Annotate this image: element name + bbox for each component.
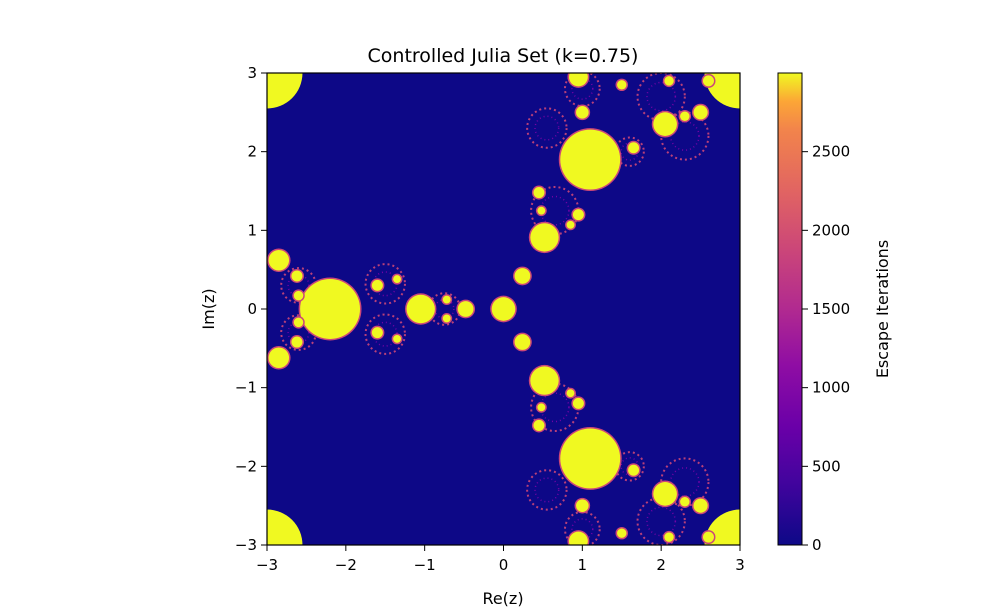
y-tick-label: 0	[247, 300, 257, 318]
set-bulb	[566, 389, 575, 398]
set-bulb	[628, 142, 640, 154]
set-bulb	[533, 187, 545, 199]
set-bulb	[664, 532, 674, 542]
set-bulb	[680, 497, 690, 507]
x-tick-label: −3	[256, 556, 278, 574]
colorbar: 0 500 1000 1500 2000 2500 Escape Iterations	[777, 72, 892, 554]
colorbar-tick-label: 1000	[812, 379, 850, 397]
fringe-filament-inner	[534, 477, 560, 503]
set-bulb	[653, 112, 677, 136]
set-bulb	[560, 428, 621, 489]
y-axis: −3 −2 −1 0 1 2 3	[235, 64, 267, 554]
set-bulb	[568, 73, 588, 87]
set-bulb	[568, 531, 588, 545]
fringe-filament	[526, 107, 568, 149]
chart-title: Controlled Julia Set (k=0.75)	[368, 45, 639, 67]
set-bulb	[537, 206, 546, 215]
colorbar-tick-label: 0	[812, 536, 822, 554]
x-axis: −3 −2 −1 0 1 2 3	[256, 545, 745, 574]
set-bulb	[693, 105, 708, 120]
colorbar-gradient	[777, 72, 803, 546]
colorbar-tick-label: 1500	[812, 300, 850, 318]
x-axis-label: Re(z)	[482, 589, 523, 608]
y-tick-label: 2	[247, 143, 257, 161]
set-bulb	[702, 531, 714, 543]
set-bulb	[530, 366, 559, 395]
fringe-filament	[614, 136, 645, 167]
fringe-filament	[526, 469, 568, 511]
set-bulb	[653, 482, 677, 506]
set-bulb	[293, 290, 304, 301]
y-tick-label: 3	[247, 64, 257, 82]
set-bulb	[572, 397, 584, 409]
set-bulb	[293, 317, 304, 328]
set-bulb	[371, 327, 383, 339]
set-bulb	[576, 499, 589, 512]
fringe-filament-inner	[534, 115, 560, 141]
set-bulb	[442, 314, 451, 323]
set-bulb	[702, 75, 714, 87]
y-tick-label: −2	[235, 457, 257, 475]
set-bulb	[566, 220, 575, 229]
colorbar-tick-label: 500	[812, 457, 841, 475]
colorbar-label: Escape Iterations	[873, 240, 892, 378]
set-bulb	[533, 419, 545, 431]
y-tick-label: 1	[247, 221, 257, 239]
set-bulb	[491, 297, 516, 321]
set-bulb	[537, 403, 546, 412]
corner-region	[267, 73, 303, 109]
set-bulb	[291, 336, 303, 348]
x-tick-label: 2	[656, 556, 666, 574]
set-bulb	[693, 498, 708, 513]
set-bulb	[291, 270, 303, 282]
corner-region	[267, 509, 303, 545]
set-bulb	[268, 249, 290, 271]
set-bulb	[664, 76, 674, 86]
set-bulb	[572, 209, 584, 221]
set-bulb	[617, 80, 627, 90]
plot-area	[267, 73, 740, 545]
set-bulb	[457, 301, 474, 317]
x-tick-label: −2	[335, 556, 357, 574]
y-axis-label: Im(z)	[199, 288, 218, 329]
x-tick-label: −1	[414, 556, 436, 574]
set-bulb	[514, 268, 531, 284]
colorbar-tick-label: 2500	[812, 143, 850, 161]
set-bulb	[268, 347, 290, 369]
fringe-filament	[563, 73, 601, 108]
filled-set-layer	[267, 73, 716, 545]
set-bulb	[680, 111, 690, 121]
fringe-filament-inner	[646, 506, 677, 537]
colorbar-tick-label: 2000	[812, 221, 850, 239]
set-bulb	[371, 279, 383, 291]
set-bulb	[406, 294, 435, 324]
set-bulb	[442, 295, 451, 304]
fringe-filament	[364, 263, 406, 305]
y-tick-label: −1	[235, 379, 257, 397]
y-tick-label: −3	[235, 536, 257, 554]
set-bulb	[560, 129, 621, 190]
set-bulb	[576, 106, 589, 119]
set-bulb	[393, 334, 402, 343]
set-bulb	[393, 275, 402, 284]
fringe-filament	[614, 451, 645, 482]
set-bulb	[617, 528, 627, 538]
x-tick-label: 1	[578, 556, 588, 574]
set-bulb	[628, 464, 640, 476]
fringe-filament	[364, 313, 406, 355]
corner-layer	[267, 73, 740, 545]
fringe-filament-inner	[646, 81, 677, 112]
x-tick-label: 3	[735, 556, 745, 574]
set-bulb	[514, 334, 531, 350]
set-bulb	[530, 223, 559, 252]
x-tick-label: 0	[499, 556, 509, 574]
set-bulb	[300, 279, 361, 339]
colorbar-ticks: 0 500 1000 1500 2000 2500	[802, 143, 850, 554]
